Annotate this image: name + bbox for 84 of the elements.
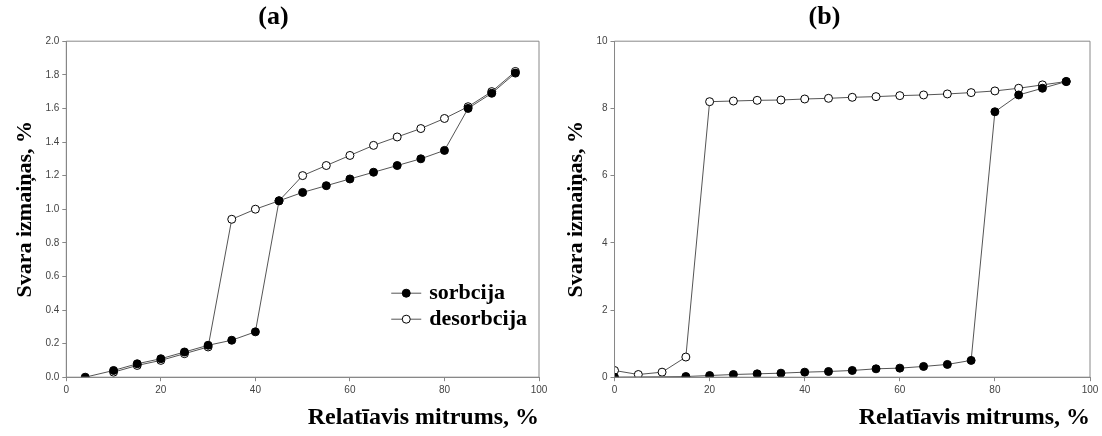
point bbox=[705, 371, 715, 378]
point bbox=[847, 92, 857, 102]
x-tick-label: 0 bbox=[611, 383, 618, 395]
point bbox=[681, 352, 691, 362]
x-tick-label: 40 bbox=[249, 383, 262, 395]
point bbox=[227, 214, 237, 224]
y-axis-title: Svara izmaiņas, % bbox=[561, 120, 588, 298]
point bbox=[776, 95, 786, 105]
point bbox=[298, 171, 308, 181]
point bbox=[752, 369, 762, 378]
x-tick-label: 0 bbox=[63, 383, 70, 395]
point bbox=[990, 107, 1000, 117]
y-tick-label: 6 bbox=[601, 169, 608, 181]
point bbox=[298, 187, 308, 197]
y-tick-label: 1.4 bbox=[45, 135, 60, 147]
point bbox=[800, 367, 810, 377]
y-tick-label: 0 bbox=[601, 370, 608, 382]
y-tick-label: 1.2 bbox=[45, 169, 60, 181]
x-tick-label: 20 bbox=[704, 383, 716, 395]
point bbox=[250, 327, 260, 337]
point bbox=[871, 364, 881, 374]
legend-label: sorbcija bbox=[429, 278, 505, 304]
chart-title: (a) bbox=[258, 1, 289, 31]
point bbox=[321, 161, 331, 171]
point bbox=[966, 355, 976, 365]
point bbox=[227, 335, 237, 345]
point bbox=[345, 150, 355, 160]
y-tick-label: 4 bbox=[601, 236, 608, 248]
y-tick-label: 2.0 bbox=[45, 34, 60, 46]
y-tick-label: 8 bbox=[601, 102, 608, 114]
point bbox=[966, 88, 976, 98]
point bbox=[919, 361, 929, 371]
x-tick-label: 80 bbox=[989, 383, 1001, 395]
x-tick-label: 20 bbox=[155, 383, 167, 395]
point bbox=[871, 92, 881, 102]
point bbox=[1014, 90, 1024, 100]
y-tick-label: 1.0 bbox=[45, 202, 60, 214]
point bbox=[823, 93, 833, 103]
point bbox=[990, 86, 1000, 96]
legend-label: desorbcija bbox=[429, 304, 527, 330]
point bbox=[752, 95, 762, 105]
x-tick-label: 40 bbox=[799, 383, 811, 395]
point bbox=[392, 132, 402, 142]
x-axis-title: Relatīavis mitrums, % bbox=[307, 402, 539, 429]
point bbox=[942, 89, 952, 99]
y-tick-label: 0.4 bbox=[45, 303, 60, 315]
y-tick-label: 1.8 bbox=[45, 68, 60, 80]
point bbox=[800, 94, 810, 104]
y-tick-label: 0.6 bbox=[45, 270, 60, 282]
chart-title: (b) bbox=[808, 1, 841, 31]
x-tick-label: 100 bbox=[530, 383, 548, 395]
x-tick-label: 80 bbox=[438, 383, 451, 395]
point bbox=[321, 181, 331, 191]
y-tick-label: 0.8 bbox=[45, 236, 60, 248]
point bbox=[416, 124, 426, 134]
y-tick-label: 0.2 bbox=[45, 337, 60, 349]
point bbox=[250, 204, 260, 214]
point bbox=[919, 90, 929, 100]
x-tick-label: 60 bbox=[894, 383, 906, 395]
point bbox=[823, 366, 833, 376]
y-axis-title: Svara izmaiņas, % bbox=[10, 120, 37, 298]
point bbox=[439, 113, 449, 123]
point bbox=[895, 91, 905, 101]
x-axis-title: Relatīavis mitrums, % bbox=[858, 402, 1090, 429]
point bbox=[345, 174, 355, 184]
x-tick-label: 60 bbox=[344, 383, 356, 395]
point bbox=[439, 145, 449, 155]
x-tick-label: 100 bbox=[1081, 383, 1099, 395]
point bbox=[369, 167, 379, 177]
point bbox=[369, 140, 379, 150]
point bbox=[895, 363, 905, 373]
point bbox=[416, 154, 426, 164]
y-tick-label: 10 bbox=[596, 34, 608, 46]
y-tick-label: 1.6 bbox=[45, 102, 60, 114]
point bbox=[728, 370, 738, 378]
point bbox=[847, 365, 857, 375]
point bbox=[942, 359, 952, 369]
y-tick-label: 2 bbox=[601, 303, 608, 315]
point bbox=[776, 368, 786, 378]
point bbox=[657, 367, 667, 377]
point bbox=[705, 97, 715, 107]
point bbox=[728, 96, 738, 106]
y-tick-label: 0.0 bbox=[45, 370, 60, 382]
point bbox=[392, 161, 402, 171]
